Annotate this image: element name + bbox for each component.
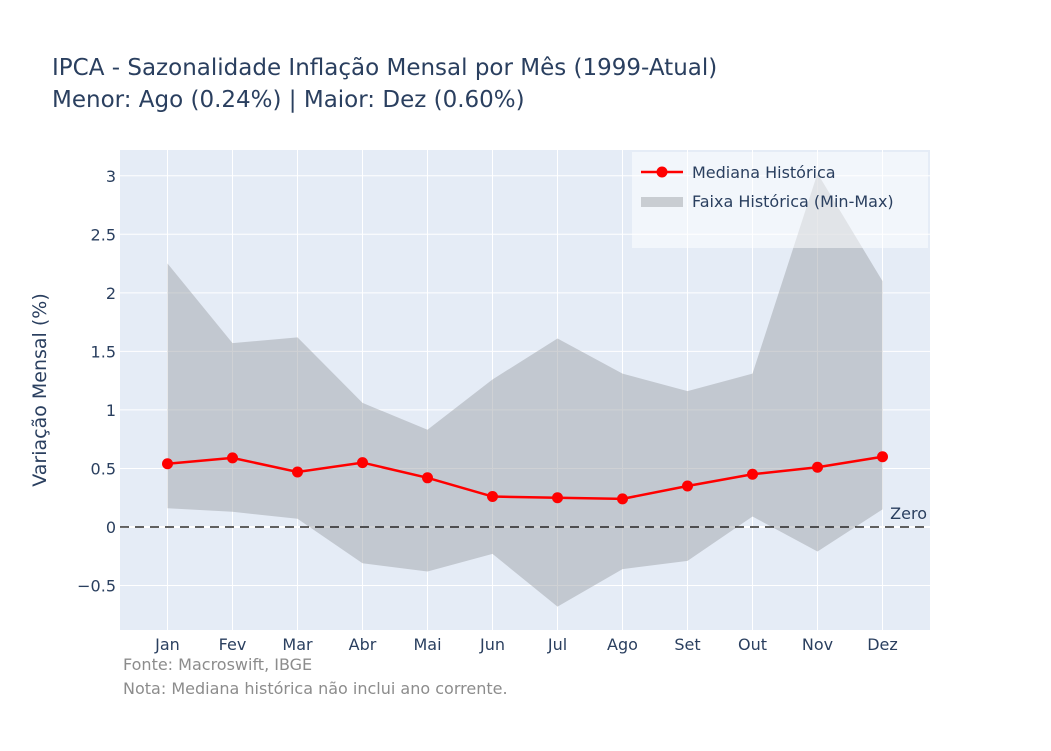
median-point-fev [227, 452, 238, 464]
y-tick-label: 2.5 [91, 225, 116, 244]
median-point-jan [162, 458, 173, 470]
x-tick-label: Ago [607, 635, 638, 654]
x-tick-label: Fev [219, 635, 247, 654]
source-note: Fonte: Macroswift, IBGE [123, 655, 313, 674]
median-line [167, 455, 883, 501]
x-tick-label: Abr [349, 635, 377, 654]
median-series [162, 451, 888, 505]
chart-subtitle: Menor: Ago (0.24%) | Maior: Dez (0.60%) [52, 87, 525, 113]
median-point-set [682, 480, 693, 492]
chart-title: IPCA - Sazonalidade Inflação Mensal por … [52, 55, 718, 81]
legend: Mediana Histórica Faixa Histórica (Min-Ma… [632, 152, 928, 248]
zero-reference-line: Zero [120, 504, 930, 528]
x-tick-label: Dez [867, 635, 898, 654]
y-axis-ticks: −0.5 0 0.5 1 1.5 2 2.5 3 [77, 167, 116, 596]
legend-median-label: Mediana Histórica [692, 163, 836, 182]
x-tick-label: Set [674, 635, 700, 654]
y-tick-label: 1.5 [91, 342, 116, 361]
zero-line-label: Zero [890, 504, 927, 523]
legend-band-swatch [641, 197, 683, 207]
x-tick-label: Jul [547, 635, 567, 654]
median-point-dez [877, 451, 888, 463]
x-axis-ticks: Jan Fev Mar Abr Mai Jun Jul Ago Set Out Nov Dez [154, 635, 898, 654]
legend-median-marker [656, 166, 668, 178]
x-tick-label: Jan [154, 635, 180, 654]
x-tick-label: Nov [802, 635, 833, 654]
chart-title-block: IPCA - Sazonalidade Inflação Mensal por … [52, 52, 717, 116]
median-point-abr [357, 457, 368, 469]
median-point-ago [617, 493, 628, 505]
range-band-area [167, 173, 883, 607]
median-point-nov [812, 461, 823, 473]
y-tick-label: 3 [106, 167, 116, 186]
y-axis-label: Variação Mensal (%) [29, 293, 51, 487]
legend-band-label: Faixa Histórica (Min-Max) [692, 192, 894, 211]
x-tick-label: Mai [413, 635, 441, 654]
median-point-mar [292, 466, 303, 478]
range-band [167, 173, 883, 607]
y-tick-label: 1 [106, 401, 116, 420]
median-point-mai [422, 472, 433, 484]
footnote: Nota: Mediana histórica não inclui ano c… [123, 679, 508, 698]
x-tick-label: Mar [282, 635, 313, 654]
median-point-out [747, 468, 758, 480]
x-tick-label: Out [738, 635, 767, 654]
y-tick-label: 2 [106, 284, 116, 303]
y-tick-label: 0.5 [91, 459, 116, 478]
y-tick-label: −0.5 [77, 577, 116, 596]
x-tick-label: Jun [479, 635, 505, 654]
y-tick-label: 0 [106, 518, 116, 537]
median-point-jun [487, 491, 498, 503]
median-point-jul [552, 492, 563, 504]
